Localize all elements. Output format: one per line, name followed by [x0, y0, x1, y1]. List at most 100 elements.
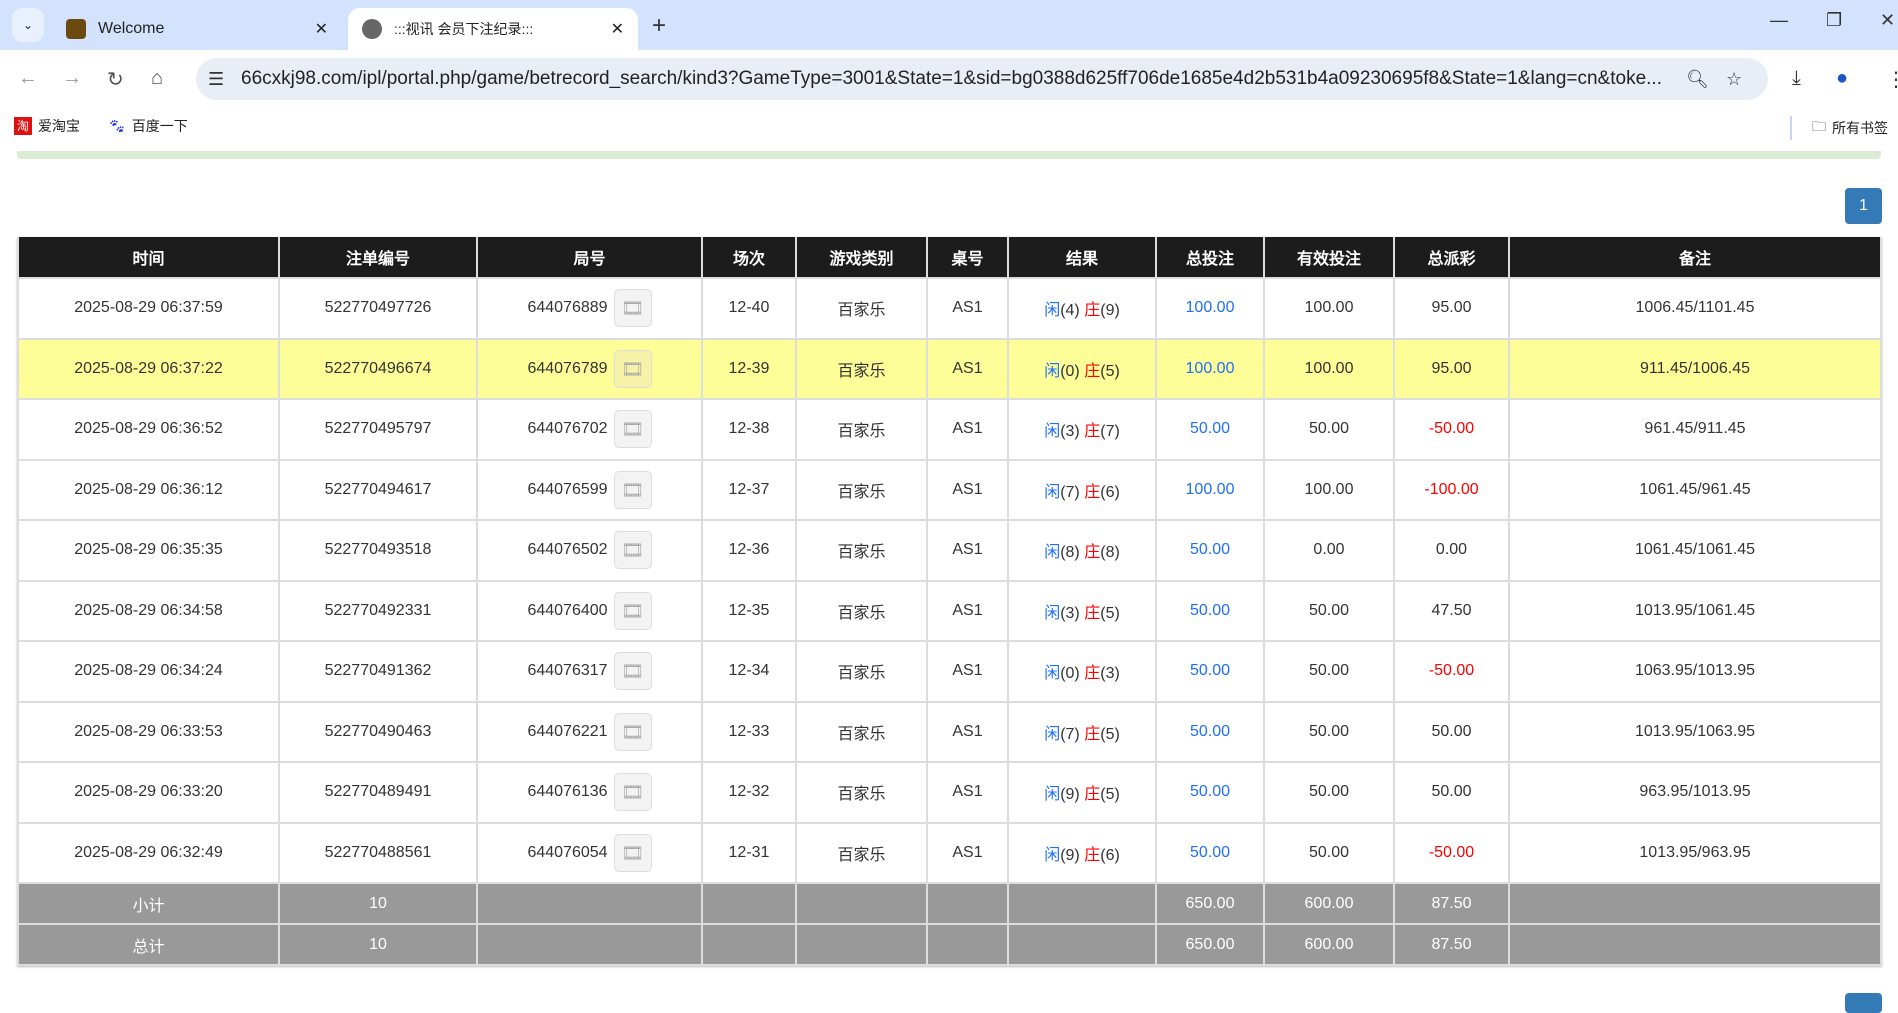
total-bet-link[interactable]: 50.00	[1189, 541, 1231, 559]
valid-bet-cell: 50.00	[1263, 579, 1395, 642]
tab-title: Welcome	[98, 20, 165, 37]
video-replay-icon[interactable]: 🎞︎	[613, 712, 652, 751]
restore-icon[interactable]: ❐	[1826, 10, 1843, 30]
video-replay-icon[interactable]: 🎞︎	[613, 531, 652, 570]
table-text: AS1	[952, 359, 983, 377]
video-replay-icon[interactable]: 🎞︎	[613, 833, 652, 872]
payout-cell: 47.50	[1393, 579, 1510, 642]
url-text[interactable]: 66cxkj98.com/ipl/portal.php/game/betreco…	[241, 68, 1662, 89]
table-text: AS1	[952, 541, 983, 559]
forward-icon[interactable]: →	[62, 67, 82, 89]
chevron-down-icon: ⌄	[22, 18, 34, 32]
result-cell: 闲(0) 庄(3)	[1007, 640, 1157, 703]
total-bet-cell: 100.00	[1155, 277, 1265, 340]
all-bookmarks[interactable]: 🗀 所有书签	[1790, 116, 1888, 140]
total-bet-link[interactable]: 50.00	[1189, 843, 1231, 861]
close-tab-icon[interactable]: ✕	[610, 21, 624, 38]
valid-text: 100.00	[1304, 359, 1354, 377]
video-replay-icon[interactable]: 🎞︎	[613, 652, 652, 691]
total-text: 650.00	[1185, 894, 1235, 912]
page-1-button[interactable]: 1	[1845, 188, 1882, 224]
valid-text: 50.00	[1308, 843, 1350, 861]
banker-label: 庄	[1084, 483, 1101, 501]
player-text: (9)	[1060, 846, 1080, 864]
game-text: 百家乐	[837, 423, 886, 441]
note-text: 1061.45/1061.45	[1634, 541, 1756, 559]
banker-text: (3)	[1100, 665, 1120, 683]
video-replay-icon[interactable]: 🎞︎	[613, 470, 652, 509]
bookmark-aitaobao[interactable]: 淘 爱淘宝	[14, 116, 80, 136]
time-text: 2025-08-29 06:37:22	[74, 359, 223, 377]
bet_id-text: 522770488561	[324, 843, 432, 861]
total-bet-link[interactable]: 50.00	[1189, 783, 1231, 801]
payout-cell: -50.00	[1393, 821, 1510, 884]
close-tab-icon[interactable]: ✕	[314, 21, 328, 38]
download-icon[interactable]: ⤓	[1792, 67, 1801, 89]
session-cell: 12-38	[701, 398, 797, 461]
round-text: 644076054	[527, 843, 608, 861]
home-icon[interactable]: ⌂	[151, 67, 164, 89]
video-replay-icon[interactable]: 🎞︎	[613, 410, 652, 449]
time-cell: 2025-08-29 06:37:22	[17, 337, 280, 400]
subtotal-row: 小计 10 650.00 600.00 87.50	[17, 882, 1882, 925]
total-bet-link[interactable]: 100.00	[1185, 359, 1235, 377]
time-text: 2025-08-29 06:36:52	[74, 420, 223, 438]
empty-cell	[1508, 882, 1882, 925]
round-cell: 644076221 🎞︎	[476, 700, 703, 763]
bookmark-baidu[interactable]: 🐾︎ 百度一下	[108, 116, 188, 136]
bet-id-cell: 522770489491	[278, 761, 478, 824]
table-cell: AS1	[926, 700, 1009, 763]
column-header: 桌号	[926, 237, 1009, 279]
tab-search-button[interactable]: ⌄	[12, 8, 44, 42]
session-text: 12-35	[728, 601, 770, 619]
bet-id-cell: 522770495797	[278, 398, 478, 461]
new-tab-icon[interactable]: +	[652, 12, 667, 39]
tab-welcome[interactable]: Welcome ✕	[52, 8, 342, 50]
label-text: 小计	[132, 897, 165, 915]
total-bet-link[interactable]: 50.00	[1189, 662, 1231, 680]
menu-icon[interactable]: ⋮	[1886, 69, 1898, 91]
session-cell: 12-33	[701, 700, 797, 763]
session-text: 12-32	[728, 783, 770, 801]
banker-label: 庄	[1084, 544, 1101, 562]
zoom-icon[interactable]: 🔍︎	[1686, 68, 1709, 89]
total-cell: 650.00	[1155, 923, 1265, 966]
site-info-icon[interactable]: ☰	[208, 68, 225, 89]
table-text: AS1	[952, 601, 983, 619]
banker-text: (5)	[1100, 604, 1120, 622]
bet-id-cell: 522770492331	[278, 579, 478, 642]
payout-cell: -100.00	[1393, 458, 1510, 521]
video-replay-icon[interactable]: 🎞︎	[613, 591, 652, 630]
video-replay-icon[interactable]: 🎞︎	[613, 773, 652, 812]
bottom-page-button[interactable]	[1845, 993, 1882, 1013]
bookmark-label: 所有书签	[1832, 120, 1888, 136]
address-bar[interactable]: ☰ 66cxkj98.com/ipl/portal.php/game/betre…	[196, 58, 1768, 100]
total-bet-link[interactable]: 100.00	[1185, 480, 1235, 498]
reload-icon[interactable]: ↻	[107, 69, 124, 91]
profile-icon[interactable]: ●	[1836, 67, 1849, 89]
banker-text: (6)	[1100, 846, 1120, 864]
note-cell: 1061.45/1061.45	[1508, 519, 1882, 582]
total-bet-link[interactable]: 100.00	[1185, 299, 1235, 317]
total-bet-cell: 100.00	[1155, 458, 1265, 521]
tab-bet-record[interactable]: :::视讯 会员下注纪录::: ✕	[348, 8, 638, 50]
total-bet-cell: 50.00	[1155, 579, 1265, 642]
count-text: 10	[369, 935, 387, 953]
total-bet-link[interactable]: 50.00	[1189, 601, 1231, 619]
bet_id-text: 522770493518	[324, 541, 432, 559]
table-row: 2025-08-29 06:37:59 522770497726 644076889…	[17, 277, 1882, 340]
banker-label: 庄	[1084, 362, 1101, 380]
total-bet-link[interactable]: 50.00	[1189, 420, 1231, 438]
video-replay-icon[interactable]: 🎞︎	[613, 349, 652, 388]
session-cell: 12-31	[701, 821, 797, 884]
total-bet-link[interactable]: 50.00	[1189, 722, 1231, 740]
video-replay-icon[interactable]: 🎞︎	[613, 289, 652, 328]
bookmarks-bar: 淘 爱淘宝 🐾︎ 百度一下 🗀 所有书签	[0, 108, 1898, 144]
game-text: 百家乐	[837, 786, 886, 804]
total-bet-cell: 50.00	[1155, 761, 1265, 824]
close-window-icon[interactable]: ✕	[1880, 10, 1896, 30]
minimize-icon[interactable]: —	[1770, 10, 1788, 30]
back-icon[interactable]: ←	[18, 67, 38, 89]
bookmark-star-icon[interactable]: ☆	[1726, 68, 1743, 89]
total-bet-cell: 50.00	[1155, 640, 1265, 703]
